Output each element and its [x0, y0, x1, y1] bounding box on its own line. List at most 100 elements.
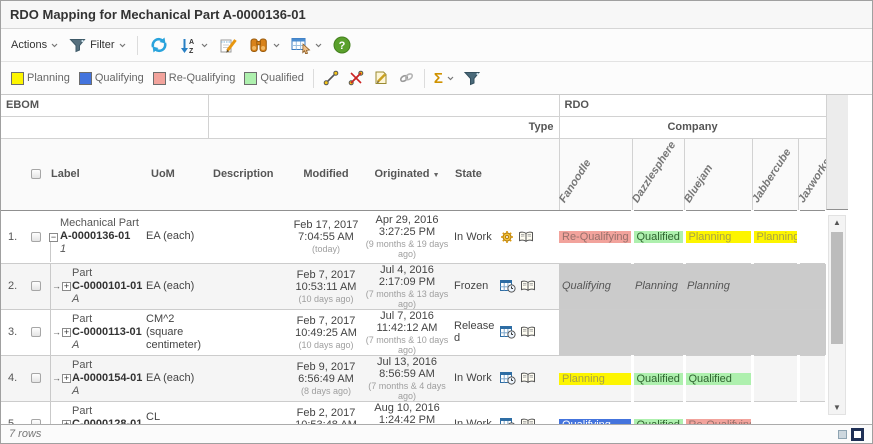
uom-cell: CL (centiliter) [146, 401, 208, 424]
row-checkbox[interactable] [31, 327, 41, 338]
resize-small-icon[interactable] [838, 429, 847, 439]
resize-large-icon[interactable] [851, 427, 864, 441]
rdo-cell-jabbercube[interactable] [751, 355, 800, 402]
rdo-cell-jaxworks[interactable] [797, 210, 828, 264]
rdo-cell-jaxworks[interactable] [797, 401, 828, 424]
book-icon[interactable] [518, 231, 534, 243]
book-icon[interactable] [520, 280, 536, 292]
table-filter-button[interactable] [463, 71, 481, 86]
rdo-cell-jabbercube[interactable]: Planning [752, 210, 800, 264]
legend-item-planning: Planning [11, 71, 70, 85]
row-checkbox[interactable] [31, 419, 41, 424]
table-history-icon[interactable] [500, 279, 516, 293]
rdo-cell-dazzlesphere[interactable]: Qualified [632, 355, 686, 402]
book-icon[interactable] [520, 418, 536, 424]
table-select-button[interactable] [291, 37, 322, 54]
disconnect-button[interactable] [348, 70, 364, 86]
row-select-cell[interactable] [26, 401, 46, 424]
expand-icon[interactable]: + [62, 326, 71, 337]
table-history-icon[interactable] [500, 371, 516, 385]
book-icon[interactable] [520, 326, 536, 338]
scrollbar-thumb[interactable] [831, 232, 843, 344]
band-rdo: RDO [558, 95, 827, 117]
header-label[interactable]: Label [46, 138, 146, 211]
header-state[interactable]: State [450, 138, 559, 211]
legend-label: Qualifying [94, 72, 144, 84]
rdo-cell-bluejam[interactable]: Re-Qualifying [684, 401, 754, 424]
binoculars-icon [250, 38, 267, 52]
authorize-button[interactable] [373, 70, 389, 86]
header-modified[interactable]: Modified [288, 138, 364, 211]
rdo-cell-jaxworks[interactable] [797, 355, 828, 402]
legend-item-qualifying: Qualifying [78, 71, 144, 85]
table-history-icon[interactable] [500, 417, 516, 424]
sign-document-icon [375, 71, 387, 84]
header-originated[interactable]: Originated ▼ [364, 138, 450, 211]
summary-button[interactable]: Σ [434, 71, 454, 86]
part-number[interactable]: A-0000154-01 [72, 371, 143, 384]
expand-icon[interactable]: + [62, 372, 71, 383]
row-select-cell[interactable] [26, 309, 46, 356]
expand-icon[interactable]: + [62, 280, 71, 291]
book-icon[interactable] [520, 372, 536, 384]
header-select-all[interactable] [26, 138, 46, 211]
rdo-cell-fanoodle[interactable]: Planning [559, 355, 634, 402]
rdo-mapping-table: EBOM RDO Type Company Label UoM Descript… [1, 95, 833, 425]
actions-menu[interactable]: Actions [11, 39, 58, 51]
child-arrow-icon: → [52, 372, 61, 383]
link-button[interactable] [398, 71, 415, 85]
scroll-up-icon[interactable]: ▲ [833, 218, 841, 227]
band-ebom-spacer [207, 95, 560, 117]
header-uom[interactable]: UoM [146, 138, 208, 211]
collapse-icon[interactable]: − [49, 231, 58, 242]
uom-cell: EA (each) [146, 263, 208, 310]
select-all-checkbox[interactable] [31, 169, 41, 180]
row-select-cell[interactable] [26, 355, 46, 402]
description-cell [208, 309, 288, 356]
modified-cell: Feb 7, 2017 10:53:11 AM (10 days ago) [288, 263, 364, 310]
find-button[interactable] [249, 37, 280, 53]
rdo-cell-dazzlesphere[interactable]: Qualified [632, 210, 686, 264]
refresh-button[interactable] [149, 36, 169, 54]
row-select-cell[interactable] [26, 210, 46, 264]
row-checkbox[interactable] [31, 281, 41, 292]
expand-icon[interactable]: + [62, 419, 71, 424]
header-originated-label: Originated [374, 168, 430, 180]
part-number[interactable]: C-0000113-01 [72, 325, 142, 338]
table-history-icon[interactable] [500, 325, 516, 339]
connect-button[interactable] [323, 70, 339, 86]
rdo-cell-dazzlesphere[interactable]: Qualified [632, 401, 686, 424]
svg-text:Z: Z [189, 48, 194, 54]
part-number[interactable]: C-0000101-01 [72, 279, 143, 292]
chevron-down-icon [119, 43, 126, 48]
vertical-scrollbar[interactable]: ▲ ▼ [828, 215, 846, 415]
state-cell: Released [450, 309, 559, 356]
rdo-cell-bluejam[interactable]: Planning [684, 210, 754, 264]
rdo-cell-fanoodle: Qualifying [559, 263, 632, 310]
header-company-fanoodle: Fanoodle [556, 138, 632, 211]
part-number[interactable]: C-0000128-01 [72, 417, 143, 425]
sort-button[interactable]: A Z [180, 37, 208, 54]
scroll-down-icon[interactable]: ▼ [833, 403, 841, 412]
part-number[interactable]: A-0000136-01 [60, 230, 131, 242]
filter-menu[interactable]: Filter [69, 38, 125, 53]
rdo-cell-fanoodle[interactable]: Re-Qualifying [559, 210, 634, 264]
rdo-cell-bluejam[interactable]: Qualified [684, 355, 754, 402]
header-company-jaxworks: Jaxworks [795, 138, 833, 211]
rdo-cell-fanoodle[interactable]: Qualifying [559, 401, 634, 424]
toolbar-separator [136, 35, 138, 55]
revision: A [72, 292, 80, 305]
edit-button[interactable] [219, 37, 238, 54]
legend-bar: Planning Qualifying Re-Qualifying Qualif… [1, 62, 872, 95]
row-select-cell[interactable] [26, 263, 46, 310]
header-description[interactable]: Description [208, 138, 288, 211]
row-checkbox[interactable] [31, 373, 41, 384]
row-number: 2. [1, 263, 26, 310]
rdo-cell-dazzlesphere [632, 309, 684, 356]
gear-icon[interactable] [500, 230, 514, 244]
child-arrow-icon: → [52, 326, 61, 337]
header-company-bluejam: Bluejam [681, 138, 752, 211]
row-checkbox[interactable] [31, 231, 41, 242]
rdo-cell-jabbercube[interactable] [751, 401, 800, 424]
help-button[interactable]: ? [333, 36, 351, 54]
